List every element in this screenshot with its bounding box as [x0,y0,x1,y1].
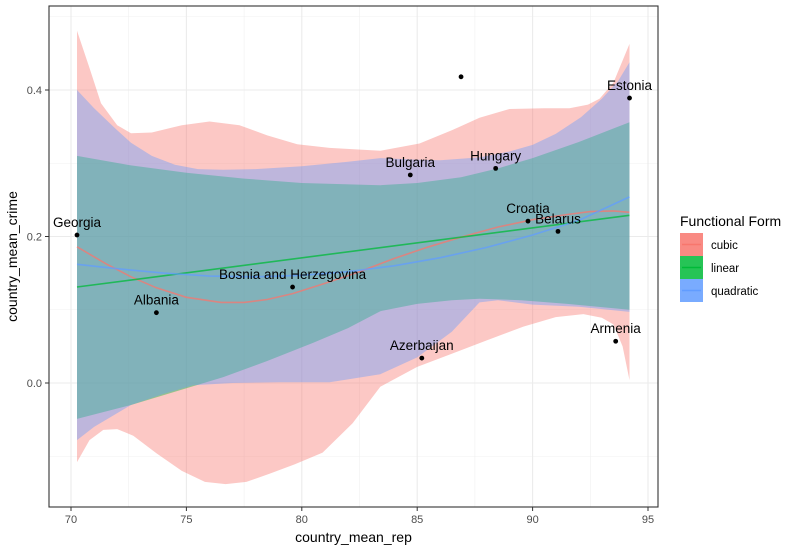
data-point [627,95,632,101]
confidence-band-cubic [77,30,630,485]
y-axis: 0.0 0.2 0.4 [27,85,49,390]
major-gridlines [49,6,658,507]
x-tick-label: 70 [65,514,77,526]
data-point [555,228,561,234]
fit-line-quadratic [76,196,630,278]
point-label: Bulgaria [386,155,436,170]
legend-label: quadratic [711,286,759,298]
point-label: Hungary [470,148,521,163]
point-label: Albania [134,293,180,308]
point-label: Bosnia and Herzegovina [219,267,367,282]
point-label: Azerbaijan [390,338,454,353]
x-tick-label: 90 [526,514,538,526]
point-label: Croatia [506,201,550,216]
legend-item-cubic: cubic [680,233,738,256]
fit-line-linear [76,214,630,288]
legend: Functional Form cubic linear quadratic [680,213,781,302]
fit-line-cubic [76,210,630,304]
legend-keys: cubic linear quadratic [680,233,759,302]
point-label: Belarus [535,211,581,226]
x-tick-label: 95 [642,514,654,526]
data-points [74,74,632,361]
legend-title: Functional Form [680,213,781,229]
legend-label: linear [711,263,739,275]
x-axis: 70 75 80 85 90 95 [65,507,654,526]
x-tick-label: 80 [296,514,308,526]
x-tick-label: 75 [180,514,192,526]
y-tick-label: 0.0 [27,378,42,390]
data-point [458,74,464,80]
data-point [74,232,80,238]
y-axis-title: country_mean_crime [4,191,20,322]
y-tick-label: 0.2 [27,232,42,244]
plot-panel: Georgia Albania Bosnia and Herzegovina Bulg… [48,5,659,508]
point-label: Armenia [591,321,642,336]
x-tick-label: 85 [411,514,423,526]
y-tick-label: 0.4 [27,85,42,97]
point-labels: Georgia Albania Bosnia and Herzegovina Bulg… [53,78,653,353]
legend-item-quadratic: quadratic [680,279,759,302]
point-label: Georgia [53,215,102,230]
panel-border [48,5,659,508]
legend-item-linear: linear [680,256,739,279]
fit-lines [76,196,630,304]
x-axis-title: country_mean_rep [295,529,412,545]
point-label: Estonia [607,78,653,93]
data-point [419,355,425,361]
data-point [525,218,531,224]
legend-label: cubic [711,240,738,252]
data-point [153,310,159,316]
data-point [613,338,619,344]
data-point [407,172,413,178]
data-point [493,165,499,171]
data-point [290,284,295,290]
